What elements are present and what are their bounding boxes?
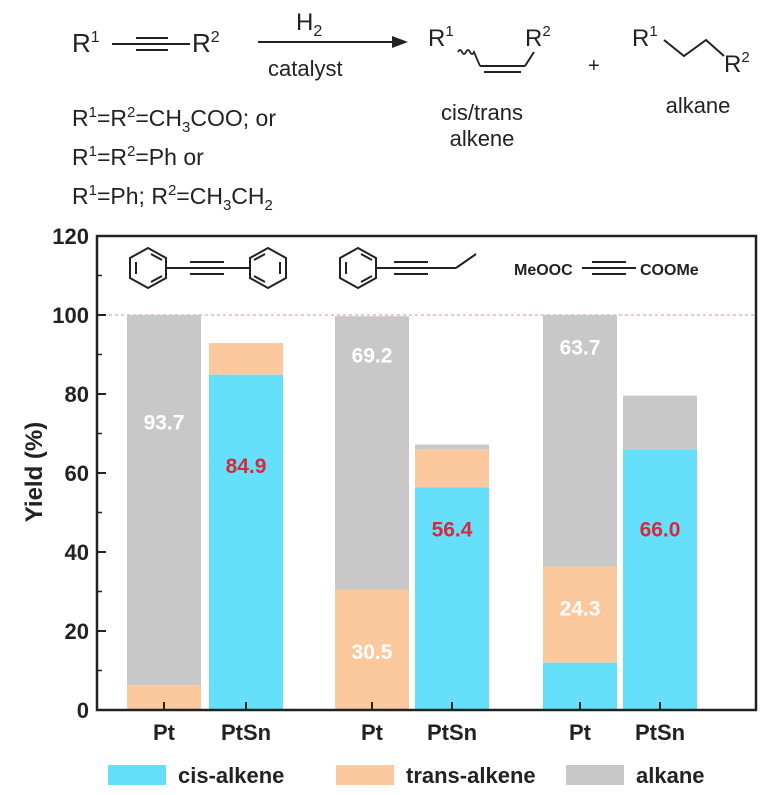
alkane-r2: R2 <box>724 49 750 78</box>
y-tick-label-60: 60 <box>65 461 89 486</box>
bar-alkane-6 <box>623 395 697 450</box>
data-label-3: 69.2 <box>352 345 393 368</box>
legend-label-alkane: alkane <box>636 763 705 788</box>
reaction-scheme: R1 R2 H2 catalyst R1 R2 + R1 R2 <box>72 9 750 214</box>
x-axis: Pt PtSn Pt PtSn Pt PtSn <box>153 702 685 745</box>
bar-cis-alkene-6 <box>623 449 697 710</box>
legend: cis-alkene trans-alkene alkane <box>108 763 705 788</box>
data-label-5: 56.4 <box>432 518 473 541</box>
ester-right-label: COOMe <box>640 262 699 279</box>
reaction-arrow <box>258 36 408 48</box>
x-tick-label-6: PtSn <box>635 720 685 745</box>
alkane-label: alkane <box>666 93 731 118</box>
bar-trans-alkene-5 <box>543 566 617 663</box>
alkene-r2: R2 <box>525 23 551 52</box>
y-tick-label-80: 80 <box>65 382 89 407</box>
bars <box>127 315 697 710</box>
y-tick-label-120: 120 <box>52 224 89 249</box>
x-tick-label-1: Pt <box>153 720 176 745</box>
legend-label-trans-alkene: trans-alkene <box>406 763 536 788</box>
x-tick-label-4: PtSn <box>427 720 477 745</box>
triple-bond <box>112 37 190 51</box>
data-label-6: 63.7 <box>560 337 601 360</box>
x-tick-label-2: PtSn <box>221 720 271 745</box>
bar-trans-alkene-4 <box>415 449 489 488</box>
bar-alkane-5 <box>543 315 617 567</box>
data-label-7: 24.3 <box>560 597 601 620</box>
bar-alkane-1 <box>127 315 201 686</box>
legend-swatch-cis-alkene <box>108 765 166 785</box>
stacked-bar-chart: 93.7 84.9 69.2 30.5 56.4 63.7 24.3 66.0 0 20 40 60… <box>21 224 758 745</box>
reactant-r1: R1 <box>72 28 100 58</box>
diphenylacetylene-structure <box>129 246 287 290</box>
ester-left-label: MeOOC <box>514 262 573 279</box>
legend-swatch-trans-alkene <box>336 765 394 785</box>
bar-cis-alkene-2 <box>209 374 283 710</box>
y-tick-label-40: 40 <box>65 540 89 565</box>
y-tick-label-100: 100 <box>52 303 89 328</box>
x-tick-label-5: Pt <box>569 720 592 745</box>
alkene-r1: R1 <box>428 23 454 52</box>
y-axis-label: Yield (%) <box>21 422 48 522</box>
alkane-r1: R1 <box>632 23 658 52</box>
alkene-label-1: cis/trans <box>441 100 523 125</box>
bar-alkane-3 <box>335 316 409 590</box>
data-label-8: 66.0 <box>640 518 681 541</box>
data-label-1: 93.7 <box>144 412 185 435</box>
bar-alkane-4 <box>415 444 489 450</box>
alkane-structure: R1 R2 <box>632 23 750 78</box>
legend-label-cis-alkene: cis-alkene <box>178 763 284 788</box>
y-tick-label-0: 0 <box>77 698 89 723</box>
phenylbutyne-structure <box>339 246 477 290</box>
y-tick-label-20: 20 <box>65 619 89 644</box>
substituent-line-1: R1=R2=CH3COO; or <box>72 104 276 136</box>
bar-cis-alkene-4 <box>415 487 489 710</box>
data-label-4: 30.5 <box>352 641 393 664</box>
substituent-line-3: R1=Ph; R2=CH3CH2 <box>72 182 273 214</box>
arrow-reagent: H2 <box>296 9 322 40</box>
bar-trans-alkene-2 <box>209 343 283 375</box>
bar-data-labels: 93.7 84.9 69.2 30.5 56.4 63.7 24.3 66.0 <box>144 337 681 664</box>
data-label-2: 84.9 <box>226 455 267 478</box>
alkene-label-2: alkene <box>450 126 515 151</box>
reactant-r2: R2 <box>192 28 220 58</box>
y-axis: 0 20 40 60 80 100 120 <box>52 224 106 723</box>
substituent-line-2: R1=R2=Ph or <box>72 143 204 170</box>
legend-swatch-alkane <box>566 765 624 785</box>
plus-sign: + <box>588 55 600 77</box>
arrow-catalyst: catalyst <box>268 56 343 81</box>
x-tick-label-3: Pt <box>361 720 384 745</box>
alkene-structure: R1 R2 <box>428 23 551 73</box>
bar-trans-alkene-3 <box>335 589 409 710</box>
dimethyl-acetylenedicarboxylate-structure: MeOOC COOMe <box>514 261 699 279</box>
